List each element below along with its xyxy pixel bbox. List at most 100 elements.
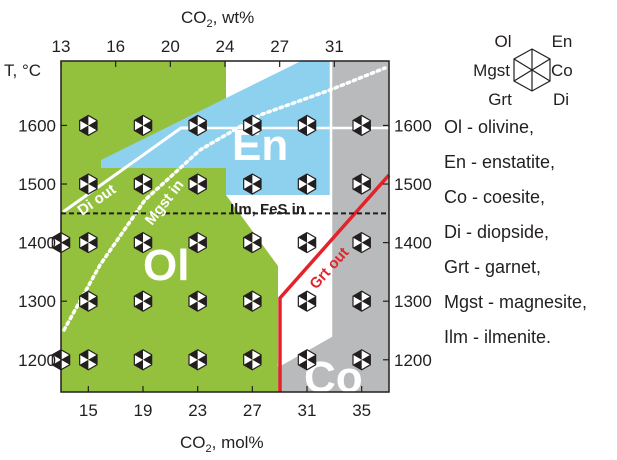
- symbol-sector: [361, 174, 371, 185]
- bottom-tick-label: 19: [134, 401, 153, 420]
- symbol-sector: [298, 237, 307, 248]
- symbol-sector: [88, 237, 97, 248]
- left-axis-title: T, °C: [4, 61, 41, 80]
- symbol-sector: [353, 301, 362, 312]
- symbol-key-left: Mgst: [473, 61, 510, 80]
- symbol-sector: [79, 184, 89, 195]
- symbol-sector: [197, 301, 207, 312]
- symbol-sector: [79, 359, 89, 370]
- symbol-sector: [143, 184, 152, 195]
- symbol-sector: [189, 359, 198, 370]
- symbol-sector: [79, 179, 89, 190]
- symbol-sector: [189, 184, 198, 195]
- symbol-sector: [61, 242, 70, 253]
- symbol-sector: [134, 115, 143, 126]
- symbol-sector: [189, 125, 198, 136]
- experiment-symbol: [133, 114, 153, 137]
- symbol-sector: [361, 291, 371, 302]
- symbol-sector: [189, 174, 198, 185]
- mgst-in-line: [62, 66, 387, 332]
- symbol-sector: [353, 237, 362, 248]
- symbol-sector: [134, 296, 143, 307]
- symbol-sector: [252, 184, 261, 195]
- symbol-sector: [307, 291, 316, 302]
- symbol-sector: [52, 354, 61, 365]
- symbol-sector: [353, 120, 362, 131]
- experiment-symbol: [188, 231, 207, 254]
- symbol-sector: [134, 120, 143, 131]
- symbol-sector: [134, 179, 143, 190]
- symbol-sector: [79, 174, 89, 185]
- symbol-sector: [88, 232, 97, 243]
- symbol-sector: [79, 125, 89, 136]
- symbol-sector: [143, 359, 152, 370]
- experiment-symbol: [352, 114, 371, 137]
- symbol-sector: [197, 120, 207, 131]
- symbol-sector: [298, 349, 307, 360]
- legend-item: Grt - garnet,: [444, 257, 542, 277]
- symbol-outline: [243, 231, 262, 254]
- symbol-sector: [298, 174, 307, 185]
- experiment-symbol: [297, 114, 317, 137]
- symbol-outline: [133, 349, 153, 371]
- experiment-symbol: [352, 290, 371, 312]
- symbol-sector: [134, 232, 143, 243]
- left-tick-label: 1400: [18, 234, 56, 253]
- right-tick-label: 1300: [394, 292, 432, 311]
- symbol-sector: [243, 242, 253, 253]
- experiment-symbol: [133, 349, 153, 371]
- symbol-sector: [307, 120, 316, 131]
- symbol-sector: [353, 184, 362, 195]
- symbol-sector: [307, 174, 316, 185]
- experiment-symbol: [79, 114, 98, 137]
- symbol-sector: [143, 237, 152, 248]
- symbol-sector: [197, 354, 207, 365]
- symbol-outline: [133, 231, 153, 254]
- legend-item: Co - coesite,: [444, 187, 546, 207]
- symbol-sector: [353, 115, 362, 126]
- symbol-outline: [297, 231, 317, 254]
- symbol-sector: [252, 115, 261, 126]
- symbol-sector: [189, 242, 198, 253]
- right-tick-label: 1200: [394, 351, 432, 370]
- symbol-outline: [188, 290, 207, 312]
- symbol-sector: [143, 120, 152, 131]
- experiment-symbol: [133, 231, 153, 254]
- experiment-symbol: [188, 349, 207, 371]
- symbol-outline: [243, 114, 262, 137]
- symbol-sector: [307, 354, 316, 365]
- symbol-sector: [79, 296, 89, 307]
- experiment-symbol: [79, 173, 98, 195]
- symbol-sector: [252, 125, 261, 136]
- symbol-sector: [252, 120, 261, 131]
- symbol-sector: [61, 232, 70, 243]
- symbol-sector: [252, 359, 261, 370]
- experiment-symbol: [243, 349, 262, 371]
- experiment-symbol: [79, 231, 98, 254]
- symbol-sector: [61, 359, 70, 370]
- symbol-sector: [79, 237, 89, 248]
- symbol-outline: [297, 349, 317, 371]
- symbol-sector: [361, 232, 371, 243]
- axis-titles: CO2, wt% CO2, mol% T, °C: [4, 8, 264, 455]
- legend-item: En - enstatite,: [444, 152, 556, 172]
- symbol-sector: [361, 179, 371, 190]
- symbol-sector: [189, 296, 198, 307]
- legend-item: Di - diopside,: [444, 222, 550, 242]
- symbol-sector: [197, 359, 207, 370]
- symbol-sector: [307, 125, 316, 136]
- ilm-fes-in-label: Ilm, FeS in: [230, 201, 305, 218]
- symbol-sector: [88, 125, 97, 136]
- symbol-outline: [297, 114, 317, 137]
- symbol-sector: [61, 349, 70, 360]
- experiment-symbols: [51, 114, 371, 371]
- symbol-sector: [298, 242, 307, 253]
- symbol-sector: [88, 349, 97, 360]
- grt-out-line: [278, 173, 391, 392]
- symbol-outline: [243, 173, 262, 195]
- experiment-symbol: [133, 173, 153, 195]
- left-tick-label: 1500: [18, 175, 56, 194]
- experiment-symbol: [243, 290, 262, 312]
- top-tick-label: 20: [161, 37, 180, 56]
- experiment-symbol: [79, 290, 98, 312]
